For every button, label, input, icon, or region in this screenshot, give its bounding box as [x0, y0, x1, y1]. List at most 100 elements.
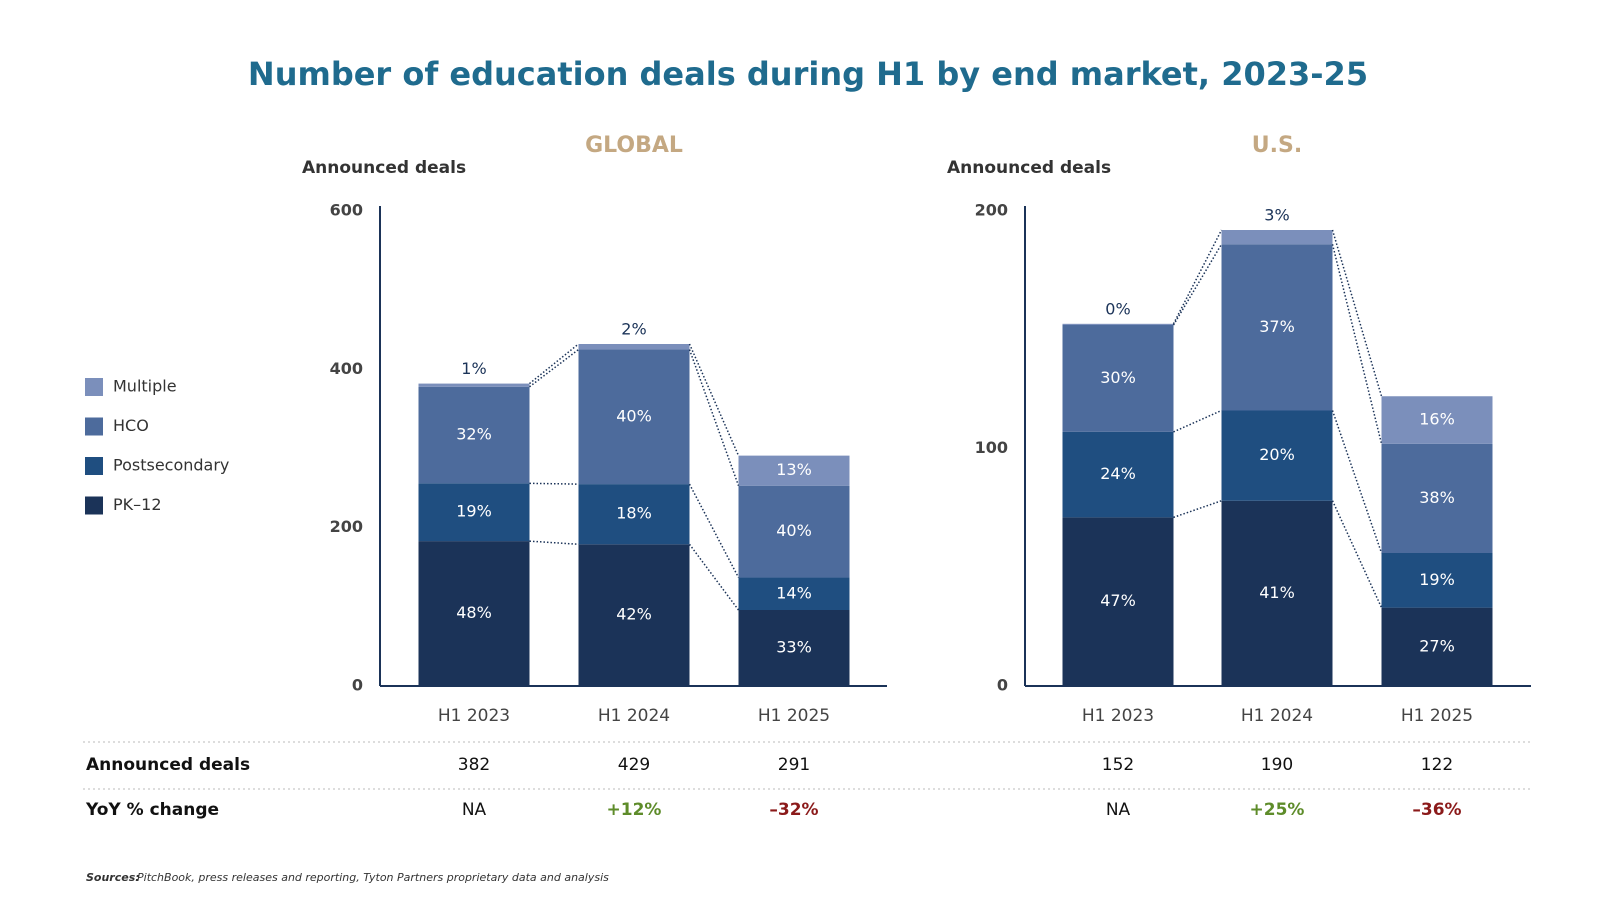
x-tick-label: H1 2024 — [1241, 706, 1313, 726]
connector — [1331, 500, 1383, 608]
value-label: 18% — [616, 504, 652, 523]
x-tick-label: H1 2023 — [438, 706, 510, 726]
bar-segment — [1221, 244, 1333, 411]
bar-segment — [738, 577, 850, 610]
y-tick-label: 100 — [975, 438, 1008, 457]
value-label: 27% — [1419, 636, 1455, 655]
value-label: 37% — [1259, 317, 1295, 336]
table-cell: +25% — [1250, 800, 1305, 820]
connector — [688, 543, 740, 611]
y-axis-label: Announced deals — [947, 158, 1111, 178]
bar-segment — [418, 383, 530, 387]
value-label: 41% — [1259, 583, 1295, 602]
bar-segment — [578, 544, 690, 686]
x-tick-label: H1 2023 — [1082, 706, 1154, 726]
bar-segment — [1221, 230, 1333, 245]
value-label: 30% — [1100, 368, 1136, 387]
connector — [529, 540, 579, 546]
value-label: 14% — [776, 583, 812, 602]
value-label: 24% — [1100, 464, 1136, 483]
value-label: 42% — [616, 605, 652, 624]
bar-segment — [1381, 607, 1493, 686]
legend-label: Postsecondary — [113, 456, 229, 475]
legend-swatch — [85, 417, 103, 436]
table-cell: 152 — [1102, 755, 1134, 775]
bar-segment — [738, 485, 850, 578]
source-label: Sources: — [86, 871, 140, 884]
value-label: 32% — [456, 425, 492, 444]
y-tick-label: 400 — [330, 359, 363, 378]
value-label: 0% — [1105, 299, 1130, 318]
bar-segment — [738, 610, 850, 686]
chart-subtitle: U.S. — [1252, 133, 1302, 158]
bar-segment — [418, 483, 530, 542]
bar-segment — [1221, 410, 1333, 501]
bar-segment — [1381, 443, 1493, 553]
bar-segment — [418, 541, 530, 686]
connector — [529, 348, 579, 388]
table-cell: 429 — [618, 755, 650, 775]
y-tick-label: 0 — [997, 676, 1008, 695]
y-tick-label: 0 — [352, 676, 363, 695]
bar-segment — [578, 484, 690, 545]
table-cell: 382 — [458, 755, 490, 775]
x-tick-label: H1 2025 — [758, 706, 830, 726]
value-label: 40% — [776, 521, 812, 540]
connector — [688, 349, 740, 486]
connector — [688, 483, 740, 578]
value-label: 2% — [621, 320, 646, 339]
value-label: 19% — [1419, 570, 1455, 589]
connector — [1331, 229, 1383, 397]
table-cell: 122 — [1421, 755, 1453, 775]
bar-segment — [1062, 323, 1174, 325]
table-cell: 190 — [1261, 755, 1293, 775]
source-text: PitchBook, press releases and reporting,… — [137, 871, 609, 884]
connector — [688, 343, 740, 456]
connector — [1172, 229, 1223, 325]
value-label: 38% — [1419, 488, 1455, 507]
value-label: 1% — [461, 359, 486, 378]
legend-label: Multiple — [113, 377, 177, 396]
bar-segment — [738, 455, 850, 486]
bar-segment — [578, 349, 690, 485]
row-label: YoY % change — [85, 800, 219, 820]
value-label: 13% — [776, 460, 812, 479]
connector — [1172, 243, 1223, 326]
bar-segment — [578, 344, 690, 350]
value-label: 47% — [1100, 591, 1136, 610]
value-label: 16% — [1419, 410, 1455, 429]
y-axis-label: Announced deals — [302, 158, 466, 178]
bar-segment — [1221, 500, 1333, 686]
y-tick-label: 200 — [330, 517, 363, 536]
table-cell: NA — [462, 800, 487, 820]
y-tick-label: 200 — [975, 201, 1008, 220]
table-cell: NA — [1106, 800, 1131, 820]
connector — [1331, 410, 1383, 554]
bar-segment — [1381, 396, 1493, 444]
chart-subtitle: GLOBAL — [585, 133, 683, 158]
table-cell: –36% — [1412, 800, 1461, 820]
legend-label: PK–12 — [113, 495, 162, 514]
connector — [529, 482, 579, 485]
legend-swatch — [85, 496, 103, 515]
value-label: 40% — [616, 406, 652, 425]
bar-segment — [418, 386, 530, 484]
page-title: Number of education deals during H1 by e… — [248, 55, 1368, 93]
y-tick-label: 600 — [330, 201, 363, 220]
table-cell: –32% — [769, 800, 818, 820]
value-label: 20% — [1259, 445, 1295, 464]
value-label: 33% — [776, 638, 812, 657]
legend-swatch — [85, 378, 103, 396]
connector — [1331, 244, 1383, 444]
connector — [1173, 409, 1222, 433]
table-cell: +12% — [607, 800, 662, 820]
bar-segment — [1062, 517, 1174, 686]
value-label: 19% — [456, 502, 492, 521]
bar-segment — [1062, 325, 1174, 432]
legend-swatch — [85, 457, 103, 475]
x-tick-label: H1 2025 — [1401, 706, 1473, 726]
connector — [529, 343, 579, 385]
table-cell: 291 — [778, 755, 810, 775]
bar-segment — [1062, 431, 1174, 518]
